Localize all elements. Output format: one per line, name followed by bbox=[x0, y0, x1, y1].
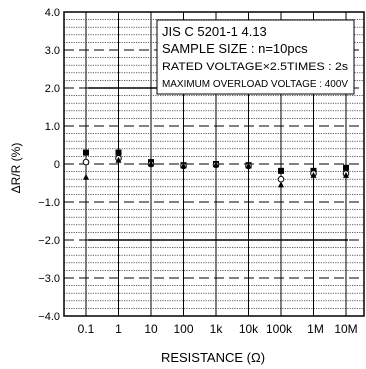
triangle-marker bbox=[115, 156, 122, 163]
y-tick-label: −1.0 bbox=[38, 197, 60, 209]
y-tick-label: −2.0 bbox=[38, 235, 60, 247]
x-tick-label: 100 bbox=[173, 322, 193, 336]
y-tick-label: 3.0 bbox=[45, 45, 60, 57]
square-marker bbox=[83, 149, 89, 156]
x-tick-label: 10k bbox=[239, 322, 259, 336]
annotation-line-2: SAMPLE SIZE : n=10pcs bbox=[162, 41, 308, 56]
open-circle-marker bbox=[277, 175, 285, 183]
x-axis-label: RESISTANCE (Ω) bbox=[161, 350, 265, 365]
annotation-line-3: RATED VOLTAGE×2.5TIMES : 2s bbox=[162, 61, 349, 73]
y-tick-label: 1.0 bbox=[45, 121, 60, 133]
square-marker bbox=[278, 167, 284, 174]
x-tick-label: 1 bbox=[115, 322, 122, 336]
x-tick-label: 0.1 bbox=[78, 322, 95, 336]
x-tick-label: 1k bbox=[210, 322, 224, 336]
triangle-marker bbox=[148, 160, 154, 167]
y-tick-label: 2.0 bbox=[45, 83, 60, 95]
triangle-marker bbox=[213, 161, 219, 168]
y-axis-label: ΔR/R (%) bbox=[9, 143, 23, 194]
y-tick-label: 4.0 bbox=[45, 7, 60, 19]
annotation-line-4: MAXIMUM OVERLOAD VOLTAGE : 400V bbox=[162, 79, 348, 90]
y-tick-label: −4.0 bbox=[38, 311, 60, 323]
triangle-marker bbox=[180, 162, 187, 169]
x-tick-labels: 0.1 1 10 100 1k 10k 100k 1M 10M bbox=[78, 322, 358, 336]
triangle-marker bbox=[83, 173, 89, 180]
triangle-marker bbox=[278, 181, 284, 188]
annotation-box-background bbox=[156, 19, 355, 95]
plot-frame bbox=[63, 11, 365, 317]
square-marker bbox=[115, 149, 122, 156]
x-tick-label: 1M bbox=[307, 322, 324, 336]
annotation-box: JIS C 5201-1 4.13 SAMPLE SIZE : n=10pcs … bbox=[156, 19, 355, 95]
data-markers bbox=[82, 149, 350, 188]
x-tick-label: 100k bbox=[266, 322, 293, 336]
triangle-marker bbox=[310, 171, 317, 178]
triangle-marker bbox=[343, 171, 349, 178]
y-tick-label: −3.0 bbox=[38, 273, 60, 285]
y-tick-labels: 4.0 3.0 2.0 1.0 0 −1.0 −2.0 −3.0 −4.0 bbox=[38, 7, 60, 323]
x-tick-label: 10 bbox=[144, 322, 158, 336]
annotation-line-1: JIS C 5201-1 4.13 bbox=[162, 24, 267, 39]
x-tick-label: 10M bbox=[334, 322, 357, 336]
y-tick-label: 0 bbox=[54, 159, 60, 171]
open-circle-marker bbox=[82, 158, 90, 166]
triangle-marker bbox=[245, 162, 252, 169]
square-marker bbox=[343, 164, 349, 171]
